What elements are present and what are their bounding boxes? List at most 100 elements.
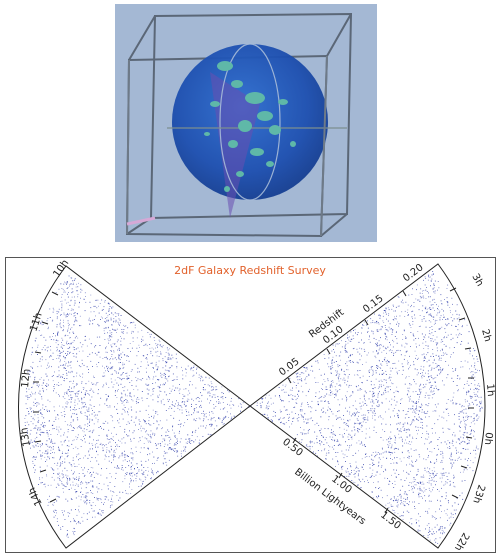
galaxy-point (398, 325, 399, 327)
galaxy-point (75, 497, 77, 499)
galaxy-point (178, 419, 180, 421)
galaxy-point (98, 512, 99, 514)
galaxy-point (462, 434, 464, 435)
galaxy-point (389, 441, 391, 442)
sphere-model-photo (115, 4, 377, 242)
galaxy-point (359, 422, 361, 424)
galaxy-point (477, 369, 478, 371)
galaxy-point (360, 481, 362, 483)
galaxy-point (353, 347, 355, 349)
galaxy-point (428, 359, 430, 361)
galaxy-point (357, 470, 359, 472)
galaxy-point (406, 376, 407, 378)
galaxy-point (92, 323, 94, 325)
galaxy-point (423, 411, 425, 413)
galaxy-point (126, 424, 128, 425)
galaxy-point (81, 363, 83, 365)
galaxy-point (84, 424, 86, 426)
galaxy-point (373, 430, 375, 431)
galaxy-points-left (24, 275, 250, 538)
galaxy-point (37, 402, 39, 404)
galaxy-point (385, 374, 387, 375)
galaxy-point (384, 325, 386, 326)
galaxy-point (75, 491, 77, 493)
galaxy-point (333, 349, 334, 350)
galaxy-point (330, 432, 332, 434)
galaxy-point (453, 423, 455, 425)
galaxy-point (133, 321, 135, 323)
galaxy-point (411, 464, 413, 466)
galaxy-point (421, 437, 422, 438)
galaxy-point (353, 474, 355, 475)
galaxy-point (32, 371, 34, 373)
galaxy-point (81, 346, 83, 348)
galaxy-point (96, 440, 98, 441)
galaxy-point (180, 426, 181, 428)
galaxy-point (61, 303, 63, 305)
galaxy-point (460, 334, 462, 335)
galaxy-point (50, 441, 52, 443)
galaxy-point (77, 286, 79, 288)
galaxy-point (61, 300, 63, 302)
galaxy-point (71, 469, 72, 471)
galaxy-point (431, 332, 433, 334)
galaxy-point (421, 375, 422, 377)
galaxy-point (71, 313, 72, 315)
galaxy-point (164, 440, 166, 442)
galaxy-point (400, 479, 402, 481)
galaxy-point (385, 329, 387, 330)
galaxy-point (157, 414, 159, 416)
galaxy-point (387, 444, 389, 446)
galaxy-point (316, 438, 318, 440)
galaxy-point (337, 364, 339, 366)
galaxy-point (435, 538, 437, 540)
galaxy-point (341, 346, 343, 348)
galaxy-point (358, 450, 359, 452)
galaxy-point (351, 430, 353, 432)
galaxy-point (443, 317, 445, 318)
galaxy-point (378, 315, 380, 316)
galaxy-point (27, 398, 29, 400)
galaxy-point (419, 481, 421, 483)
galaxy-point (123, 331, 124, 332)
galaxy-point (446, 319, 448, 320)
galaxy-point (62, 474, 64, 475)
galaxy-point (142, 336, 144, 338)
galaxy-point (73, 427, 75, 429)
galaxy-point (91, 407, 93, 409)
galaxy-point (386, 329, 388, 331)
galaxy-point (378, 495, 379, 497)
galaxy-point (416, 403, 417, 404)
galaxy-point (57, 473, 59, 475)
galaxy-point (378, 323, 380, 325)
galaxy-point (393, 448, 395, 450)
galaxy-point (466, 432, 468, 434)
galaxy-point (125, 399, 127, 400)
galaxy-point (44, 425, 46, 427)
galaxy-point (177, 443, 178, 444)
galaxy-point (43, 417, 45, 419)
galaxy-point (368, 456, 370, 458)
galaxy-point (62, 488, 64, 489)
galaxy-point (68, 489, 70, 490)
galaxy-point (349, 434, 351, 436)
galaxy-point (109, 362, 111, 364)
galaxy-point (311, 400, 313, 402)
galaxy-point (460, 366, 462, 368)
galaxy-point (148, 389, 150, 391)
galaxy-point (57, 334, 59, 336)
galaxy-point (270, 403, 272, 405)
galaxy-point (153, 337, 155, 339)
galaxy-point (423, 357, 425, 359)
galaxy-point (377, 400, 379, 402)
galaxy-point (53, 457, 55, 459)
galaxy-point (428, 455, 429, 457)
galaxy-point (420, 365, 422, 367)
galaxy-point (420, 383, 422, 385)
galaxy-point (116, 332, 117, 333)
galaxy-point (52, 505, 54, 506)
galaxy-point (385, 308, 387, 310)
galaxy-point (46, 383, 48, 385)
galaxy-point (346, 384, 348, 386)
galaxy-point (385, 327, 386, 328)
